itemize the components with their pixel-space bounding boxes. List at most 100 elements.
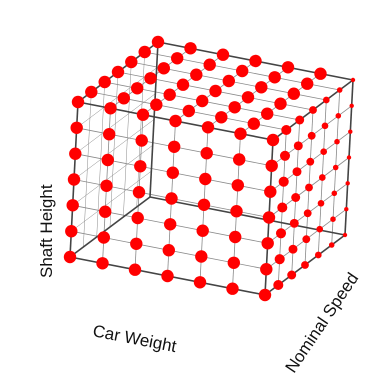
sample-point	[171, 52, 184, 65]
sample-point	[279, 150, 291, 161]
sample-point	[182, 104, 195, 118]
sample-point	[69, 147, 82, 160]
sample-point	[150, 98, 163, 111]
sample-point	[228, 101, 241, 114]
sample-point	[234, 127, 247, 140]
cube-edge	[149, 41, 159, 198]
sample-point	[295, 115, 305, 125]
sample-point	[111, 65, 125, 79]
sample-point	[281, 61, 295, 74]
sample-points	[63, 35, 356, 302]
sample-point	[265, 159, 278, 172]
sample-point	[196, 224, 209, 237]
sample-point	[96, 257, 109, 270]
sample-point	[274, 97, 287, 110]
sample-point	[138, 45, 151, 59]
sample-point	[262, 211, 276, 224]
sample-point	[344, 207, 349, 212]
cube-edge	[69, 196, 151, 258]
sample-point	[305, 183, 313, 192]
grid-line	[76, 67, 157, 129]
sample-point	[128, 263, 142, 276]
sample-point	[314, 251, 322, 259]
sample-point	[293, 141, 303, 151]
sample-point	[317, 199, 325, 207]
sample-point	[335, 113, 342, 119]
sample-point	[227, 256, 240, 269]
sample-point	[249, 54, 262, 68]
sample-point	[241, 91, 255, 104]
cube-edge	[149, 196, 346, 236]
sample-point	[342, 232, 348, 238]
sample-point	[130, 237, 143, 250]
sample-point	[169, 114, 182, 128]
sample-point	[302, 235, 311, 244]
sample-point	[165, 192, 178, 205]
z-axis-label: Shaft Height	[37, 184, 56, 278]
sample-point	[136, 108, 150, 121]
sample-point	[70, 121, 83, 134]
sample-point	[134, 160, 147, 173]
sample-point	[318, 174, 326, 181]
sample-point	[200, 147, 213, 160]
sample-point	[322, 96, 330, 104]
sample-point	[292, 167, 302, 177]
sample-point	[274, 254, 285, 265]
sample-point	[195, 250, 208, 263]
sample-point	[131, 211, 144, 225]
sample-point	[258, 288, 272, 302]
sample-point	[132, 186, 146, 199]
sample-point	[268, 71, 281, 84]
sample-point	[306, 157, 315, 166]
sample-point	[273, 279, 284, 291]
sample-point	[345, 181, 350, 186]
sample-point	[291, 193, 301, 202]
sample-point	[301, 77, 314, 90]
sample-point	[85, 85, 98, 99]
sample-point	[301, 261, 309, 269]
sample-point	[184, 42, 197, 55]
sample-point	[196, 94, 209, 108]
sample-point	[65, 225, 78, 238]
sample-point	[287, 87, 300, 100]
sample-point	[144, 72, 157, 85]
sample-point	[307, 131, 316, 140]
sample-point	[98, 75, 111, 89]
x-axis-label: Car Weight	[91, 321, 178, 356]
sample-point	[321, 122, 329, 130]
sample-point	[117, 92, 130, 105]
sample-point	[162, 244, 175, 257]
sample-point	[287, 270, 297, 280]
sample-point	[216, 48, 230, 61]
y-axis-label: Nominal Speed	[282, 269, 363, 376]
sample-point	[163, 88, 176, 101]
sample-point	[330, 216, 336, 222]
sample-point	[334, 138, 340, 145]
sample-point	[222, 74, 235, 88]
sample-point	[101, 153, 115, 167]
sample-point	[168, 140, 181, 153]
sample-point	[190, 68, 203, 81]
sample-point	[260, 263, 273, 276]
sample-point	[230, 205, 243, 218]
sample-point	[264, 185, 277, 198]
sample-point	[348, 129, 353, 134]
sample-point	[309, 106, 317, 114]
sample-point	[332, 164, 339, 171]
sample-point	[266, 133, 280, 147]
sample-point	[193, 276, 207, 289]
sample-point	[236, 64, 249, 78]
grid-line	[136, 51, 145, 208]
sample-point	[320, 148, 328, 156]
sample-point	[226, 282, 239, 295]
sample-point	[135, 134, 148, 147]
sample-point	[203, 58, 216, 71]
sample-point	[166, 166, 179, 179]
sample-point	[229, 230, 242, 244]
sample-point	[336, 87, 343, 93]
sample-point	[209, 84, 222, 98]
sample-point	[255, 81, 268, 94]
sample-point	[164, 218, 177, 231]
sample-point	[199, 172, 212, 186]
sample-point	[289, 218, 299, 228]
